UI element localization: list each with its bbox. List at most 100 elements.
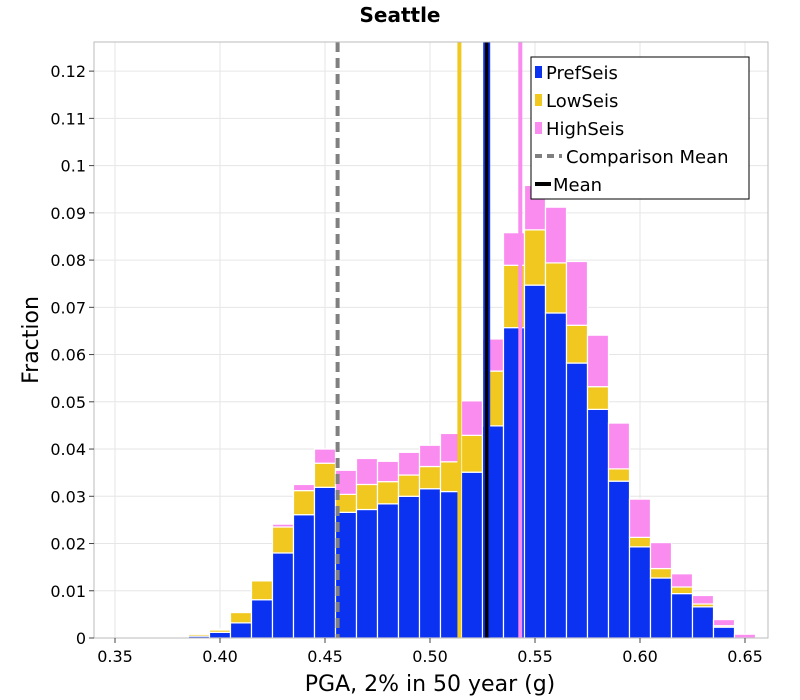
x-tick-label: 0.40 [202,647,238,666]
y-tick-label: 0.02 [50,535,86,554]
bar-lowseis [565,324,589,364]
bar-prefseis [355,508,379,639]
vertical-lines-group [335,42,523,638]
bar-highseis [145,635,169,638]
bar-prefseis [607,480,631,639]
chart-title: Seattle [359,3,440,27]
bar-lowseis [544,262,568,314]
bar-lowseis [649,567,673,579]
bar-prefseis [460,471,484,639]
x-tick-label: 0.50 [412,647,448,666]
bar-highseis [313,448,337,464]
bar-highseis [691,594,715,605]
bar-highseis [166,635,190,638]
bar-highseis [208,628,232,631]
legend-swatch-prefseis [535,66,542,78]
bar-highseis [670,573,694,588]
y-axis-ticks: 0 0.01 0.02 0.03 0.04 0.05 0.06 0.07 0.08 0.09 0.1… [50,62,94,648]
bar-lowseis [229,611,253,624]
x-tick-label: 0.60 [622,647,658,666]
y-tick-label: 0.1 [61,157,86,176]
y-tick-label: 0.08 [50,251,86,270]
bar-prefseis [208,631,232,639]
bar-prefseis [229,622,253,639]
bar-lowseis [628,536,652,548]
y-tick-label: 0.12 [50,62,86,81]
bar-prefseis [418,488,442,639]
bar-lowseis [523,229,547,286]
y-tick-label: 0 [76,629,86,648]
bar-highseis [397,451,421,476]
y-tick-label: 0.11 [50,109,86,128]
bar-prefseis [691,606,715,639]
bar-highseis [628,498,652,538]
y-tick-label: 0.06 [50,346,86,365]
y-tick-label: 0.05 [50,393,86,412]
bar-lowseis [670,586,694,595]
bar-lowseis [460,434,484,473]
y-tick-label: 0.03 [50,487,86,506]
x-tick-label: 0.65 [727,647,763,666]
legend-label-mean: Mean [553,175,602,196]
bar-highseis [565,260,589,326]
y-tick-label: 0.04 [50,440,86,459]
y-tick-label: 0.07 [50,298,86,317]
bar-highseis [649,541,673,570]
bar-prefseis [250,599,274,639]
legend-label-prefseis: PrefSeis [546,63,618,84]
legend-box [530,56,750,200]
bar-prefseis [565,362,589,639]
x-axis-label: PGA, 2% in 50 year (g) [305,672,556,697]
bar-lowseis [355,483,379,511]
bar-lowseis [607,468,631,482]
legend: PrefSeis LowSeis HighSeis Comparison Mean Me… [530,56,750,200]
bar-prefseis [670,592,694,639]
bar-highseis [712,618,736,627]
bar-prefseis [313,486,337,639]
legend-label-comparison-mean: Comparison Mean [566,147,729,168]
bar-lowseis [397,474,421,497]
x-tick-label: 0.55 [517,647,553,666]
x-tick-label: 0.45 [307,647,343,666]
bar-highseis [586,334,610,388]
bars-group [145,184,757,639]
bar-prefseis [397,495,421,639]
bar-lowseis [313,462,337,488]
bar-lowseis [271,526,295,554]
bar-highseis [250,579,274,582]
bar-prefseis [292,514,316,639]
bar-lowseis [586,386,610,410]
y-tick-label: 0.01 [50,582,86,601]
bar-lowseis [418,465,442,490]
bar-highseis [271,523,295,528]
legend-swatch-lowseis [535,94,542,106]
x-axis-ticks: 0.35 0.40 0.45 0.50 0.55 0.60 0.65 [97,638,763,666]
bar-prefseis [376,503,400,639]
y-tick-label: 0.09 [50,204,86,223]
bar-highseis [292,483,316,492]
bar-prefseis [628,546,652,639]
bar-highseis [733,633,757,639]
bar-lowseis [250,580,274,601]
bar-highseis [187,632,211,635]
bar-highseis [418,444,442,468]
bar-lowseis [292,490,316,516]
legend-label-highseis: HighSeis [546,119,624,140]
bar-lowseis [376,481,400,505]
bar-prefseis [523,284,547,639]
plot-area-frame [93,41,769,639]
bar-prefseis [544,312,568,639]
bar-highseis [376,460,400,483]
bar-highseis [607,422,631,470]
x-tick-label: 0.35 [97,647,133,666]
legend-swatch-highseis [535,122,542,134]
bar-highseis [544,206,568,264]
bar-highseis [229,610,253,614]
bar-highseis [355,457,379,486]
bar-prefseis [649,577,673,639]
bar-prefseis [586,408,610,639]
bar-highseis [460,400,484,436]
legend-label-lowseis: LowSeis [546,91,618,112]
y-axis-label: Fraction [19,296,44,384]
